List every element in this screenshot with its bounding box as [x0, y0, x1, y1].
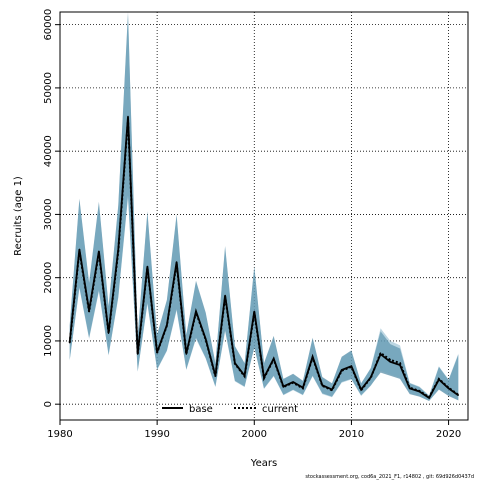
data-point-current [117, 250, 119, 252]
data-point-current [399, 362, 401, 364]
y-tick-label: 60000 [43, 9, 54, 41]
data-point-current [88, 311, 90, 313]
data-point-current [389, 359, 391, 361]
data-point-current [263, 377, 265, 379]
data-point-current [273, 358, 275, 360]
data-point-current [107, 332, 110, 334]
data-point-current [428, 396, 430, 398]
data-point-current [78, 250, 81, 252]
data-point-current [224, 296, 226, 298]
data-point-current [370, 377, 372, 379]
y-tick-label: 20000 [43, 262, 54, 294]
data-point-base [399, 364, 401, 366]
x-tick-label: 1980 [47, 429, 72, 440]
data-point-base [253, 310, 255, 312]
data-point-current [350, 366, 353, 368]
data-point-current [156, 352, 158, 354]
y-axis-label: Recruits (age 1) [13, 176, 24, 256]
x-axis: 1980 1990 2000 2010 2020 [47, 420, 461, 440]
legend-base-label: base [189, 404, 213, 415]
x-tick-label: 2020 [436, 429, 461, 440]
data-point-current [409, 387, 411, 389]
data-point-current [175, 263, 178, 265]
data-point-current [195, 311, 197, 314]
data-point-current [331, 389, 333, 391]
data-point-current [137, 353, 139, 355]
data-point-current [311, 356, 314, 358]
data-point-current [321, 385, 323, 387]
data-point-current [253, 311, 255, 314]
legend: base current [162, 404, 298, 415]
y-tick-label: 10000 [43, 325, 54, 357]
data-point-current [457, 394, 459, 396]
data-point-current [447, 387, 450, 389]
data-point-current [360, 389, 362, 391]
data-point-current [341, 370, 343, 372]
data-point-current [69, 342, 71, 344]
data-point-current [205, 339, 207, 341]
data-point-current [146, 266, 149, 269]
x-tick-label: 2000 [242, 429, 267, 440]
y-tick-label: 50000 [43, 72, 54, 104]
y-tick-label: 30000 [43, 199, 54, 231]
x-axis-label: Years [250, 458, 277, 469]
data-point-current [282, 386, 285, 388]
footer-note: stockassessment.org, cod6a_2021_F1, r148… [305, 474, 474, 480]
data-point-base [78, 248, 81, 250]
data-point-current [127, 118, 129, 121]
data-point-current [379, 352, 382, 354]
confidence-bands [69, 12, 459, 401]
data-point-base [195, 310, 197, 312]
confidence-band-base [69, 12, 459, 401]
data-point-current [418, 390, 421, 392]
y-axis: 0 10000 20000 30000 40000 50000 60000 [43, 9, 60, 407]
data-point-base [224, 294, 226, 296]
data-point-current [292, 382, 294, 384]
data-point-base [117, 248, 119, 250]
data-point-base [88, 309, 90, 312]
y-tick-label: 0 [43, 401, 54, 407]
data-point-current [185, 353, 187, 355]
data-point-base [175, 261, 178, 263]
plot-frame [59, 11, 469, 421]
data-point-current [214, 375, 217, 377]
data-point-base [146, 265, 149, 267]
x-tick-label: 1990 [144, 429, 169, 440]
data-point-base [98, 250, 100, 252]
series-points [69, 115, 459, 399]
data-point-base [127, 115, 129, 117]
data-point-current [234, 363, 236, 365]
y-tick-label: 40000 [43, 135, 54, 167]
data-point-current [166, 325, 168, 327]
data-point-current [98, 252, 100, 254]
data-point-base [389, 361, 391, 363]
legend-current-label: current [262, 404, 298, 415]
data-point-current [243, 375, 246, 377]
x-tick-label: 2010 [339, 429, 364, 440]
data-point-current [438, 378, 440, 380]
data-point-current [302, 387, 304, 389]
confidence-band-current [69, 15, 459, 401]
data-point-base [379, 353, 382, 355]
